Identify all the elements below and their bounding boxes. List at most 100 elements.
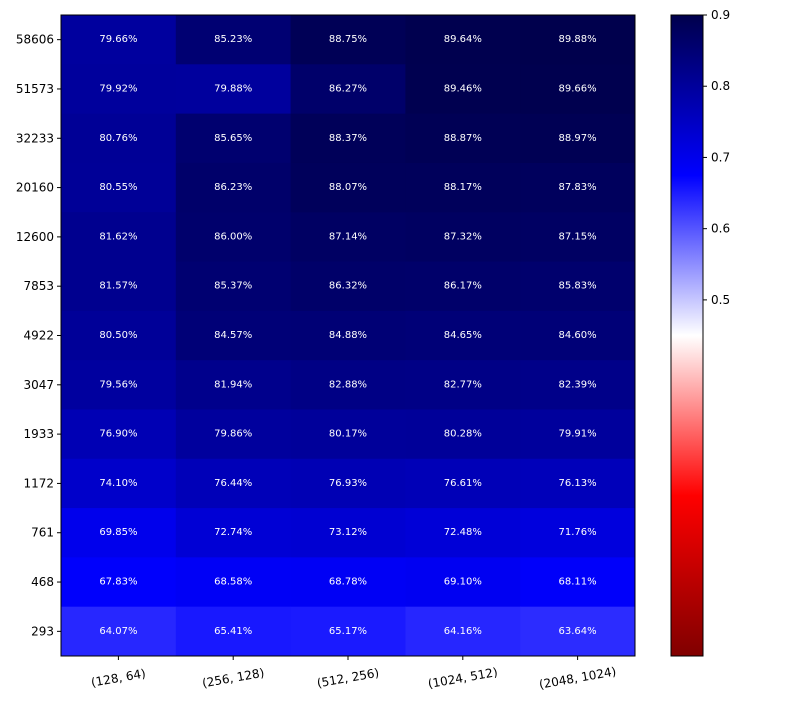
heatmap-cell bbox=[405, 113, 521, 164]
x-tick-label: (1024, 512) bbox=[427, 665, 499, 691]
heatmap-cell bbox=[405, 15, 521, 65]
heatmap-cell bbox=[175, 409, 292, 460]
heatmap-cell bbox=[290, 310, 406, 361]
cell-label: 86.00% bbox=[214, 231, 252, 242]
x-axis: (128, 64) (256, 128) (512, 256) (1024, 512)… bbox=[90, 656, 617, 692]
heatmap-cell bbox=[405, 606, 521, 656]
heatmap-cell bbox=[520, 15, 635, 65]
heatmap-cell bbox=[290, 557, 406, 608]
heatmap-cell bbox=[405, 508, 521, 558]
y-tick-label: 1933 bbox=[23, 427, 54, 441]
cell-label: 86.27% bbox=[329, 83, 367, 94]
heatmap-cell bbox=[405, 557, 521, 608]
heatmap-cell bbox=[61, 360, 177, 411]
cell-label: 84.65% bbox=[444, 330, 482, 341]
cell-label: 82.77% bbox=[444, 379, 482, 390]
heatmap-cell bbox=[290, 508, 406, 558]
heatmap-cell bbox=[290, 458, 406, 509]
cell-label: 81.57% bbox=[99, 281, 137, 292]
heatmap-cell bbox=[61, 458, 177, 509]
y-tick-label: 20160 bbox=[16, 181, 54, 195]
cell-label: 87.15% bbox=[559, 231, 597, 242]
heatmap-cell bbox=[175, 360, 292, 411]
heatmap-cell bbox=[290, 261, 406, 312]
y-tick-label: 468 bbox=[31, 575, 54, 589]
cell-label: 67.83% bbox=[99, 577, 137, 588]
cell-label: 80.50% bbox=[99, 330, 137, 341]
heatmap-cell bbox=[520, 508, 635, 558]
cell-label: 86.23% bbox=[214, 182, 252, 193]
cell-label: 87.14% bbox=[329, 231, 367, 242]
cell-label: 69.10% bbox=[444, 577, 482, 588]
heatmap-cell bbox=[61, 310, 177, 361]
heatmap-cell bbox=[175, 557, 292, 608]
colorbar-gradient bbox=[670, 14, 704, 657]
heatmap-cell bbox=[61, 508, 177, 558]
cell-label: 63.64% bbox=[559, 626, 597, 637]
heatmap-cell bbox=[175, 261, 292, 312]
heatmap-cell bbox=[290, 162, 406, 213]
heatmap-cell bbox=[520, 64, 635, 115]
x-tick-label: (128, 64) bbox=[90, 666, 147, 689]
heatmap-cell bbox=[405, 310, 521, 361]
cell-label: 82.88% bbox=[329, 379, 367, 390]
cell-label: 76.44% bbox=[214, 478, 252, 489]
cell-label: 79.56% bbox=[99, 379, 137, 390]
heatmap-cell bbox=[405, 162, 521, 213]
cell-label: 88.07% bbox=[329, 182, 367, 193]
heatmap-cell bbox=[175, 64, 292, 115]
heatmap-cell bbox=[405, 409, 521, 460]
cell-label: 88.17% bbox=[444, 182, 482, 193]
y-tick-label: 1172 bbox=[23, 476, 54, 490]
heatmap-cell bbox=[520, 261, 635, 312]
x-tick-label: (512, 256) bbox=[316, 666, 380, 691]
cell-label: 76.61% bbox=[444, 478, 482, 489]
y-tick-label: 4922 bbox=[23, 329, 54, 343]
cell-label: 64.16% bbox=[444, 626, 482, 637]
cell-label: 81.62% bbox=[99, 231, 137, 242]
heatmap-cell bbox=[175, 458, 292, 509]
y-tick-label: 293 bbox=[31, 624, 54, 638]
heatmap-cell bbox=[175, 15, 292, 65]
heatmap-cell bbox=[290, 15, 406, 65]
cell-label: 80.76% bbox=[99, 133, 137, 144]
cell-label: 73.12% bbox=[329, 527, 367, 538]
heatmap-cell bbox=[61, 212, 177, 263]
heatmap-cell bbox=[61, 606, 177, 656]
cell-label: 86.32% bbox=[329, 281, 367, 292]
heatmap-cell bbox=[61, 113, 177, 164]
heatmap-cell bbox=[175, 162, 292, 213]
cell-label: 72.48% bbox=[444, 527, 482, 538]
heatmap-cell bbox=[175, 212, 292, 263]
x-tick-label: (2048, 1024) bbox=[538, 664, 617, 691]
heatmap-cell bbox=[520, 557, 635, 608]
heatmap-cell bbox=[290, 360, 406, 411]
y-tick-label: 12600 bbox=[16, 230, 54, 244]
heatmap-cell bbox=[520, 360, 635, 411]
y-tick-label: 761 bbox=[31, 526, 54, 540]
heatmap-cell bbox=[520, 606, 635, 656]
cell-label: 85.65% bbox=[214, 133, 252, 144]
y-tick-label: 58606 bbox=[16, 33, 54, 47]
cell-label: 64.07% bbox=[99, 626, 137, 637]
cell-label: 88.97% bbox=[559, 133, 597, 144]
cell-labels: 79.66% 85.23% 88.75% 89.64% 89.88% 79.92% 79.8… bbox=[99, 34, 596, 637]
cell-label: 80.55% bbox=[99, 182, 137, 193]
y-tick-label: 51573 bbox=[16, 82, 54, 96]
cell-label: 79.86% bbox=[214, 429, 252, 440]
heatmap-cell bbox=[520, 409, 635, 460]
heatmap-cell bbox=[290, 409, 406, 460]
heatmap-cell bbox=[290, 606, 406, 656]
heatmap-cell bbox=[61, 557, 177, 608]
colorbar: 0.5 0.6 0.7 0.8 0.9 bbox=[670, 8, 730, 657]
y-tick-label: 3047 bbox=[23, 378, 54, 392]
cell-label: 89.46% bbox=[444, 83, 482, 94]
cell-label: 84.88% bbox=[329, 330, 367, 341]
cell-label: 79.91% bbox=[559, 429, 597, 440]
cell-label: 65.17% bbox=[329, 626, 367, 637]
heatmap-cell bbox=[290, 113, 406, 164]
cell-label: 82.39% bbox=[559, 379, 597, 390]
heatmap-cells bbox=[61, 15, 635, 656]
y-axis: 58606 51573 32233 20160 12600 7853 4922 3047 193… bbox=[16, 33, 61, 638]
heatmap-cell bbox=[405, 212, 521, 263]
